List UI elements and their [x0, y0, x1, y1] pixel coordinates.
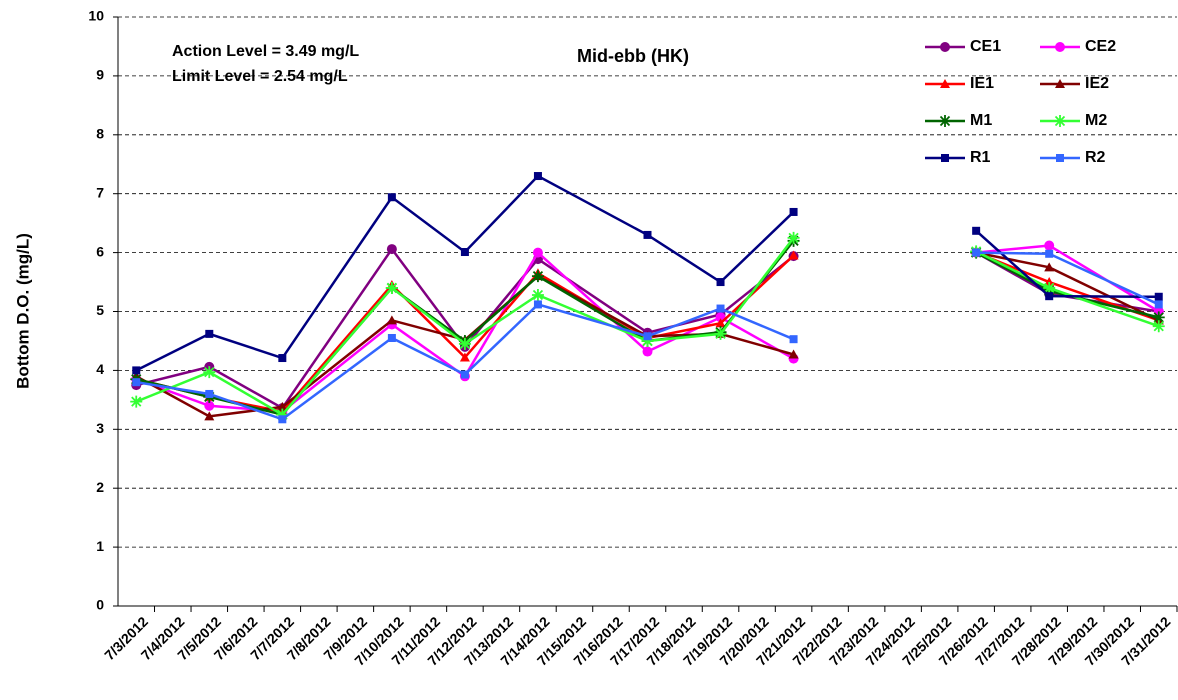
marker: [130, 395, 143, 408]
marker: [940, 79, 950, 88]
marker: [387, 193, 396, 202]
marker: [940, 42, 950, 52]
marker: [204, 400, 215, 411]
legend-item: IE1: [925, 75, 994, 92]
legend-label: R1: [970, 149, 991, 166]
legend-item: CE2: [1040, 38, 1116, 55]
marker: [459, 352, 470, 362]
marker: [386, 315, 397, 325]
marker: [132, 366, 141, 375]
annotation: Limit Level = 2.54 mg/L: [172, 68, 348, 85]
y-tick-label: 9: [96, 67, 104, 83]
y-tick-label: 3: [96, 420, 104, 436]
legend-item: M1: [925, 112, 992, 129]
y-tick-label: 5: [96, 302, 104, 318]
marker: [278, 415, 287, 424]
marker: [789, 335, 798, 344]
marker: [531, 270, 544, 283]
marker: [1055, 79, 1065, 88]
y-tick-label: 2: [96, 479, 104, 495]
marker: [531, 289, 544, 302]
marker: [972, 226, 981, 235]
marker: [278, 354, 287, 363]
y-tick-label: 1: [96, 538, 104, 554]
marker: [276, 408, 289, 421]
marker: [716, 304, 725, 313]
y-tick-label: 6: [96, 243, 104, 259]
marker: [203, 366, 216, 379]
marker: [715, 318, 726, 328]
marker: [641, 334, 654, 347]
marker: [1045, 292, 1054, 301]
legend-label: R2: [1085, 149, 1106, 166]
marker: [714, 327, 727, 340]
marker: [643, 230, 652, 239]
marker: [941, 154, 949, 162]
y-tick-label: 10: [88, 8, 104, 24]
marker: [1056, 154, 1064, 162]
legend-label: M2: [1085, 112, 1107, 129]
legend-item: R2: [1040, 149, 1106, 166]
marker: [1154, 300, 1163, 309]
marker: [386, 244, 397, 255]
marker: [1055, 42, 1065, 52]
marker: [1054, 115, 1066, 127]
legend-label: M1: [970, 112, 992, 129]
legend-label: CE1: [970, 38, 1001, 55]
chart-title: Mid-ebb (HK): [577, 46, 689, 66]
marker: [939, 115, 951, 127]
marker: [1045, 249, 1054, 258]
marker: [788, 250, 799, 260]
marker: [533, 300, 542, 309]
marker: [205, 389, 214, 398]
marker: [1044, 262, 1055, 272]
legend-label: IE2: [1085, 75, 1109, 92]
y-tick-label: 8: [96, 126, 104, 142]
legend-label: IE1: [970, 75, 994, 92]
annotation: Action Level = 3.49 mg/L: [172, 43, 359, 60]
marker: [972, 248, 981, 257]
marker: [460, 370, 469, 379]
y-tick-label: 0: [96, 597, 104, 613]
legend-item: M2: [1040, 112, 1107, 129]
marker: [1152, 311, 1165, 324]
marker: [458, 337, 471, 350]
y-axis-title: Bottom D.O. (mg/L): [13, 233, 32, 389]
marker: [385, 281, 398, 294]
marker: [205, 329, 214, 338]
marker: [1152, 320, 1165, 333]
marker: [387, 334, 396, 343]
marker: [789, 207, 798, 216]
marker: [1044, 277, 1055, 287]
marker: [716, 278, 725, 287]
marker: [277, 401, 288, 411]
legend-item: IE2: [1040, 75, 1109, 92]
marker: [787, 231, 800, 244]
marker: [642, 346, 653, 357]
legend-item: CE1: [925, 38, 1001, 55]
marker: [1154, 292, 1163, 301]
y-tick-label: 4: [96, 361, 104, 377]
legend-item: R1: [925, 149, 991, 166]
marker: [132, 378, 141, 387]
marker: [533, 172, 542, 181]
marker: [643, 332, 652, 341]
marker: [1044, 240, 1055, 251]
marker: [1043, 281, 1056, 294]
marker: [460, 248, 469, 257]
marker: [788, 349, 799, 359]
legend-label: CE2: [1085, 38, 1116, 55]
y-tick-label: 7: [96, 184, 104, 200]
marker: [532, 247, 543, 258]
marker: [204, 411, 215, 421]
